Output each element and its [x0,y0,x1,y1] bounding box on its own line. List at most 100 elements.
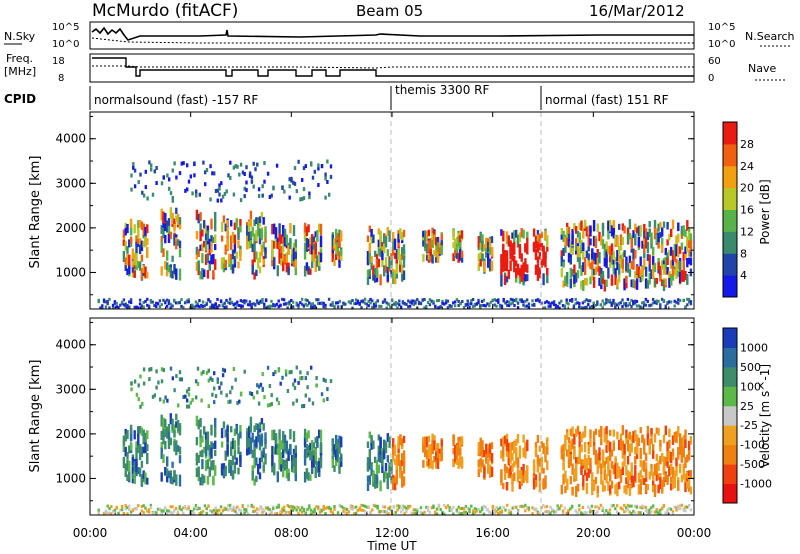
velocity-echo-cell [646,434,650,442]
velocity-echo-cell [261,387,264,392]
velocity-echo-cell [249,437,253,446]
velocity-echo-cell [487,458,490,466]
power-echo-cell [531,303,534,307]
velocity-echo-cell [196,506,199,509]
power-echo-cell [307,239,310,248]
power-echo-cell [657,223,660,232]
power-echo-cell [308,195,311,200]
power-echo-cell [544,255,547,268]
power-echo-cell [255,301,259,305]
power-echo-cell [516,263,520,273]
velocity-echo-cell [138,444,142,455]
power-echo-cell [579,306,583,310]
power-echo-cell [155,166,158,170]
power-echo-cell [675,263,678,271]
power-echo-cell [567,239,571,248]
power-echo-cell [567,302,570,306]
power-echo-cell [384,236,388,248]
power-echo-cell [632,248,635,261]
power-echo-cell [167,299,171,303]
velocity-echo-cell [175,421,178,428]
velocity-echo-cell [571,463,574,475]
power-echo-cell [309,305,313,309]
power-echo-cell [195,189,198,194]
velocity-echo-cell [147,508,151,512]
velocity-echo-cell [139,374,142,379]
power-echo-cell [436,252,440,263]
velocity-echo-cell [201,474,204,486]
power-echo-cell [297,306,300,310]
velocity-echo-cell [347,510,351,514]
velocity-echo-cell [249,446,253,454]
velocity-echo-cell [329,509,333,513]
power-echo-cell [459,230,462,237]
power-echo-cell [126,306,129,310]
velocity-echo-cell [393,444,397,456]
power-echo-cell [626,227,630,237]
power-echo-cell [605,251,608,263]
power-echo-cell [598,266,601,276]
velocity-echo-cell [401,438,404,447]
power-echo-cell [353,302,356,306]
velocity-echo-cell [307,445,310,454]
power-echo-cell [194,304,198,308]
nave-label: Nave [748,62,776,75]
velocity-echo-cell [335,445,338,452]
power-echo-cell [320,302,324,306]
velocity-echo-cell [378,510,381,513]
velocity-echo-cell [655,427,658,434]
velocity-echo-cell [459,507,462,511]
power-echo-cell [522,262,525,270]
power-echo-cell [171,212,174,225]
velocity-echo-cell [642,505,646,509]
velocity-echo-cell [502,453,505,462]
power-echo-cell [336,241,339,249]
power-echo-cell [554,303,558,307]
power-echo-cell [433,230,436,239]
power-echo-cell [201,243,204,252]
nsky-tick-top: 10^5 [52,22,79,33]
velocity-echo-cell [405,509,408,513]
velocity-echo-cell [435,451,438,461]
velocity-echo-cell [433,440,436,451]
velocity-echo-cell [199,477,202,486]
power-echo-cell [201,304,205,308]
power-echo-cell [650,269,653,278]
power-echo-cell [408,300,412,304]
power-echo-cell [204,170,207,175]
velocity-echo-cell [612,503,615,507]
power-echo-cell [388,230,391,242]
velocity-echo-cell [207,404,210,409]
velocity-echo-cell [540,441,543,448]
power-echo-cell [630,305,633,308]
velocity-echo-cell [131,469,135,479]
power-echo-cell [318,301,322,305]
power-echo-cell [680,242,684,251]
power-echo-cell [282,262,285,272]
velocity-echo-cell [340,505,343,509]
power-colorbar-tick: 28 [740,138,754,151]
velocity-echo-cell [516,457,520,469]
velocity-echo-cell [624,509,628,513]
velocity-echo-cell [299,370,302,375]
power-echo-cell [133,224,136,234]
velocity-echo-cell [228,507,232,511]
velocity-echo-cell [616,472,619,479]
power-echo-cell [538,233,541,244]
velocity-echo-cell [589,437,592,448]
velocity-echo-cell [426,509,430,512]
power-echo-cell [416,298,419,302]
velocity-echo-cell [448,509,451,513]
velocity-echo-cell [315,383,318,388]
power-echo-cell [239,225,242,233]
power-echo-cell [212,305,216,309]
velocity-echo-cell [471,511,475,515]
velocity-echo-cell [609,469,612,482]
velocity-echo-cell [253,446,256,458]
power-echo-cell [122,303,126,307]
velocity-echo-cell [661,452,664,462]
power-echo-cell [536,263,540,274]
power-echo-cell [233,244,237,254]
velocity-echo-cell [583,441,587,453]
power-echo-cell [234,302,237,306]
